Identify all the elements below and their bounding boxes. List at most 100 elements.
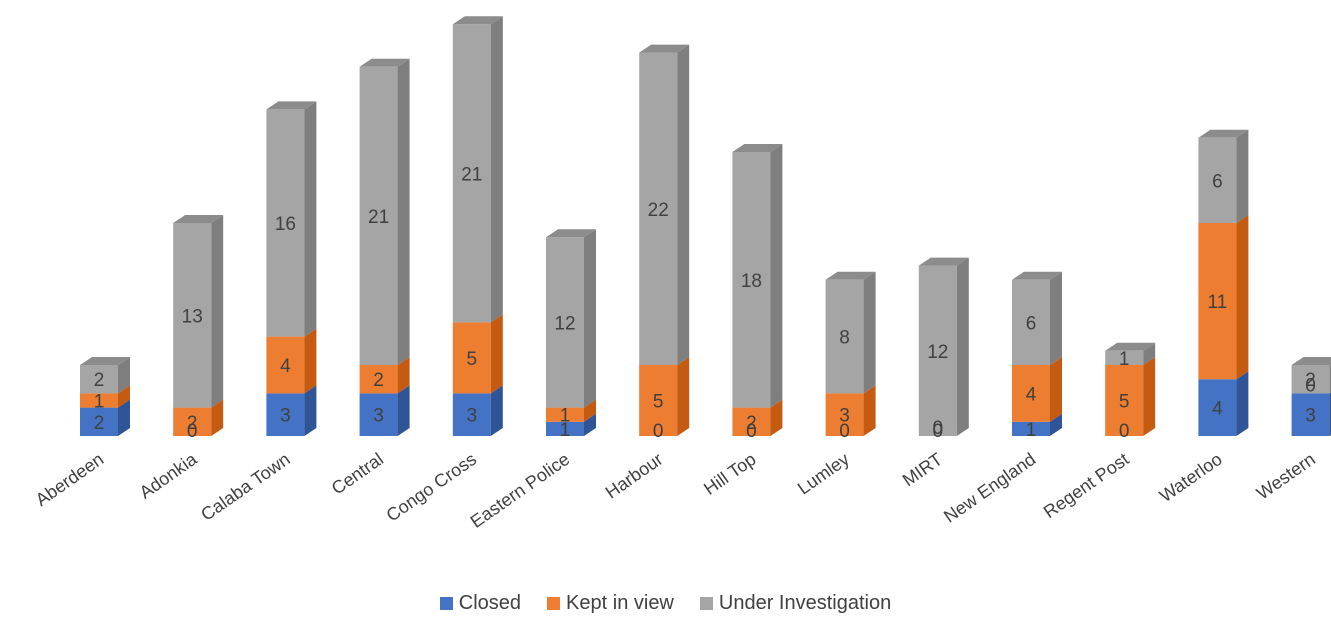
legend-label-closed: Closed [458,592,522,614]
bar-side-aberdeen-under-investigation [118,357,130,394]
bar-congo-cross-under-investigation [452,24,491,323]
data-label-regent-post-under-investigation: 1 [1119,349,1130,370]
bar-side-central-closed [397,385,410,436]
data-label-eastern-police-closed: 1 [560,420,571,441]
bar-side-new-england-closed [1050,413,1062,436]
bar-side-congo-cross-kept-in-view [490,314,503,394]
data-label-waterloo-closed: 4 [1212,399,1223,420]
bar-side-eastern-police-under-investigation [584,229,596,408]
bar-top-central [359,58,410,67]
bar-regent-post-under-investigation [1105,350,1144,365]
data-label-central-closed: 3 [373,406,384,427]
bar-top-hill-top [732,144,783,152]
data-label-calaba-town-under-investigation: 16 [275,214,296,235]
legend-swatch-under-investigation [699,597,713,610]
bar-new-england-under-investigation [1012,279,1050,365]
bar-side-calaba-town-under-investigation [304,101,317,337]
bar-top-waterloo [1198,129,1249,138]
category-label-central: Central [328,449,387,499]
bar-side-aberdeen-closed [118,399,130,436]
data-label-harbour-under-investigation: 22 [648,200,669,221]
category-label-new-england: New England [940,449,1039,527]
data-label-mirt-kept-in-view: 0 [933,418,944,439]
bar-side-lumley-under-investigation [863,271,876,394]
data-label-aberdeen-under-investigation: 2 [94,370,105,391]
bar-central-kept-in-view [359,365,398,394]
bar-hill-top-under-investigation [732,152,771,408]
data-label-western-under-investigation: 2 [1305,370,1316,391]
data-label-mirt-under-investigation: 12 [927,342,948,363]
bar-harbour-kept-in-view [639,365,678,436]
data-label-central-under-investigation: 21 [368,207,389,228]
bar-side-regent-post-under-investigation [1143,342,1156,365]
legend-label-under-investigation: Under Investigation [718,592,892,614]
bar-harbour-under-investigation [639,52,678,365]
bar-aberdeen-closed [80,407,118,436]
category-label-lumley: Lumley [794,449,853,499]
data-label-congo-cross-under-investigation: 21 [461,164,482,185]
bar-congo-cross-kept-in-view [452,322,491,394]
data-label-hill-top-kept-in-view: 2 [746,413,757,434]
data-label-regent-post-kept-in-view: 5 [1119,392,1130,413]
bar-side-central-under-investigation [397,58,410,366]
data-label-adonkia-closed: 0 [187,421,198,442]
bar-mirt-under-investigation [918,265,957,436]
bar-waterloo-kept-in-view [1198,223,1237,380]
bar-congo-cross-closed [452,393,491,436]
data-label-harbour-kept-in-view: 5 [653,392,664,413]
bar-side-calaba-town-closed [304,385,317,436]
legend-item-under-investigation: Under Investigation [699,592,892,615]
category-label-regent-post: Regent Post [1040,449,1133,522]
bar-new-england-kept-in-view [1012,365,1050,422]
bar-side-new-england-under-investigation [1050,271,1062,365]
bar-side-waterloo-closed [1236,371,1249,436]
data-label-mirt-closed: 0 [933,421,944,442]
bar-side-adonkia-under-investigation [211,215,224,408]
bar-lumley-kept-in-view [825,393,864,436]
data-label-congo-cross-kept-in-view: 5 [467,349,478,370]
bar-adonkia-kept-in-view [173,407,212,436]
data-label-central-kept-in-view: 2 [373,370,384,391]
bar-central-closed [359,393,398,436]
bar-side-waterloo-under-investigation [1236,129,1249,223]
data-label-congo-cross-closed: 3 [467,406,478,427]
category-label-adonkia: Adonkia [136,448,202,502]
category-label-waterloo: Waterloo [1156,449,1226,506]
data-label-calaba-town-kept-in-view: 4 [280,356,291,377]
data-label-adonkia-kept-in-view: 2 [187,413,198,434]
bar-side-harbour-kept-in-view [677,357,690,436]
data-label-new-england-under-investigation: 6 [1026,313,1037,334]
bar-eastern-police-under-investigation [546,237,584,408]
data-label-new-england-closed: 1 [1026,420,1037,441]
bar-side-central-kept-in-view [397,357,410,394]
data-label-waterloo-under-investigation: 6 [1212,171,1223,192]
bar-side-eastern-police-kept-in-view [584,399,596,422]
data-label-harbour-closed: 0 [653,421,664,442]
legend-item-closed: Closed [439,592,522,615]
data-label-adonkia-under-investigation: 13 [182,306,203,327]
bar-side-waterloo-kept-in-view [1236,215,1249,380]
bar-aberdeen-under-investigation [80,365,118,394]
bar-side-harbour-under-investigation [677,44,690,365]
data-label-lumley-closed: 0 [839,421,850,442]
bar-side-new-england-kept-in-view [1050,357,1062,422]
bar-top-regent-post [1105,342,1156,351]
bar-side-hill-top-under-investigation [770,144,783,408]
bar-top-aberdeen [80,357,130,365]
bar-side-adonkia-kept-in-view [211,399,224,436]
bar-top-lumley [825,271,876,280]
bar-regent-post-kept-in-view [1105,365,1144,436]
bar-top-mirt [918,257,969,266]
data-label-western-kept-in-view: 0 [1305,375,1316,396]
data-label-waterloo-kept-in-view: 11 [1208,292,1228,313]
bar-top-calaba-town [266,101,317,110]
bar-eastern-police-kept-in-view [546,407,584,422]
legend-swatch-kept-in-view [547,597,561,610]
data-label-hill-top-under-investigation: 18 [741,271,762,292]
bar-side-lumley-kept-in-view [863,385,876,436]
bar-side-mirt-under-investigation [956,257,969,436]
category-label-harbour: Harbour [602,449,667,503]
bar-top-western [1291,357,1331,365]
bar-calaba-town-closed [266,393,305,436]
